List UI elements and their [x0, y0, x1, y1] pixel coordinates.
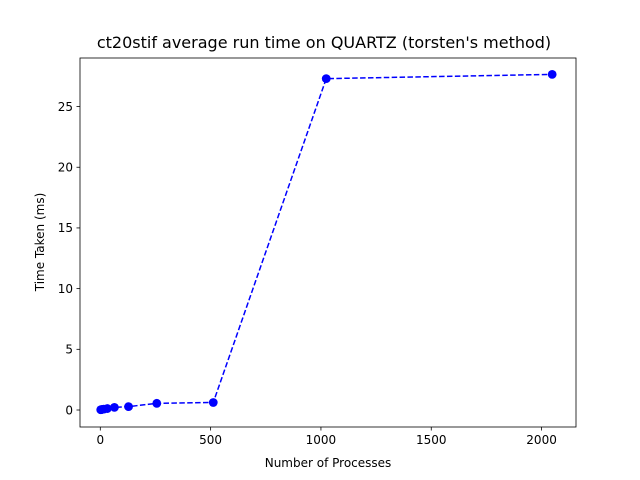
- x-axis-label: Number of Processes: [265, 456, 392, 470]
- data-point: [110, 402, 119, 412]
- data-point: [102, 404, 112, 413]
- data-point: [547, 69, 557, 79]
- x-tick-label: 0: [96, 433, 104, 447]
- y-tick-label: 15: [58, 221, 73, 235]
- x-tick-label: 2000: [526, 433, 557, 447]
- chart-title: ct20stif average run time on QUARTZ (tor…: [97, 33, 551, 52]
- y-tick-label: 5: [65, 343, 73, 357]
- y-tick-label: 20: [58, 161, 73, 175]
- x-tick-label: 500: [199, 433, 222, 447]
- y-tick-label: 10: [58, 282, 73, 296]
- data-point: [152, 398, 162, 408]
- x-tick-label: 1000: [306, 433, 337, 447]
- plot-area: [96, 69, 557, 415]
- data-point: [124, 402, 133, 412]
- y-tick-label: 0: [65, 403, 73, 417]
- axes: 0 500 1000 1500 2000 0 5 10 15 20 25: [58, 57, 577, 447]
- x-tick-label: 1500: [416, 433, 447, 447]
- y-tick-label: 25: [58, 100, 73, 114]
- data-point: [208, 398, 218, 407]
- y-axis-label: Time Taken (ms): [33, 193, 47, 293]
- data-point: [321, 74, 331, 84]
- series-line: [100, 73, 553, 411]
- axes-frame: [79, 57, 577, 428]
